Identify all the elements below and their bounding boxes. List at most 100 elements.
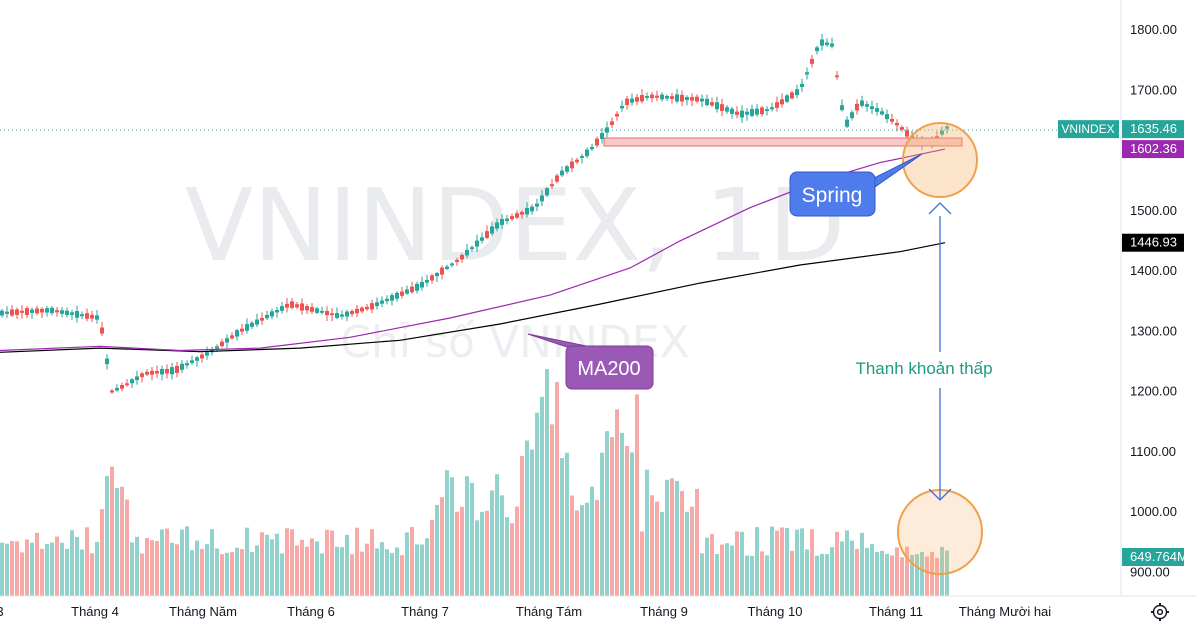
badge-value: 1602.36 xyxy=(1130,141,1177,156)
candle xyxy=(190,355,194,365)
candle xyxy=(520,210,524,219)
y-tick-label: 1800.00 xyxy=(1130,22,1177,37)
volume-bar xyxy=(75,536,79,596)
volume-bar xyxy=(390,552,394,596)
volume-bar xyxy=(715,553,719,596)
candle xyxy=(870,100,874,115)
candle xyxy=(410,281,414,294)
x-tick-label: Tháng 7 xyxy=(401,604,449,619)
candle xyxy=(695,94,699,104)
volume-bar xyxy=(160,529,164,596)
volume-bar xyxy=(625,446,629,596)
candle xyxy=(800,78,804,92)
candle xyxy=(820,33,824,51)
candle xyxy=(645,92,649,101)
volume-bar xyxy=(935,557,939,596)
candle xyxy=(860,95,864,108)
volume-bar xyxy=(50,542,54,596)
volume-bar xyxy=(430,520,434,596)
volume-bar xyxy=(905,546,909,596)
candle xyxy=(205,346,209,360)
y-tick-label: 1200.00 xyxy=(1130,384,1177,399)
candle xyxy=(760,105,764,117)
volume-bar xyxy=(560,457,564,596)
volume-bar xyxy=(155,541,159,596)
volume-bar xyxy=(675,480,679,596)
candle xyxy=(510,213,514,222)
volume-bar xyxy=(490,490,494,596)
candle xyxy=(850,110,854,121)
candle xyxy=(605,121,609,138)
candle xyxy=(655,90,659,102)
candle xyxy=(525,202,529,218)
volume-bar xyxy=(175,544,179,596)
candle xyxy=(495,218,499,232)
candle xyxy=(320,306,324,315)
candle xyxy=(565,165,569,174)
volume-bar xyxy=(810,529,814,596)
volume-bar xyxy=(335,546,339,596)
volume-bar xyxy=(330,530,334,596)
candle xyxy=(375,297,379,310)
price-badge: VNINDEX 1635.46 xyxy=(1058,120,1184,139)
volume-bar xyxy=(915,554,919,596)
candle xyxy=(670,92,674,104)
candle xyxy=(470,245,474,252)
x-tick-label: Tháng 9 xyxy=(640,604,688,619)
volume-bar xyxy=(650,495,654,596)
volume-bar xyxy=(250,551,254,596)
volume-bar xyxy=(785,527,789,596)
candle xyxy=(795,84,799,99)
volume-bar xyxy=(45,543,49,596)
candle xyxy=(70,309,74,320)
volume-bar xyxy=(790,550,794,596)
volume-bar xyxy=(370,529,374,596)
candle xyxy=(35,305,39,316)
candle xyxy=(60,306,64,318)
candle xyxy=(640,89,644,104)
candle xyxy=(195,355,199,367)
candle xyxy=(10,305,14,318)
volume-bar xyxy=(265,534,269,596)
volume-bar xyxy=(85,527,89,596)
volume-bar xyxy=(405,532,409,596)
candle xyxy=(765,106,769,116)
candle xyxy=(185,360,189,369)
candle xyxy=(310,303,314,315)
candle xyxy=(105,354,109,370)
time-axis: 3 Tháng 4 Tháng Năm Tháng 6 Tháng 7 Tháng Tám… xyxy=(0,604,1051,619)
price-badge: 1602.36 xyxy=(1122,140,1184,159)
volume-bar xyxy=(510,523,514,596)
candle xyxy=(0,308,4,318)
volume-bar xyxy=(345,534,349,596)
candle xyxy=(705,94,709,107)
candle xyxy=(120,382,124,392)
candle xyxy=(570,157,574,172)
volume-bar xyxy=(290,529,294,596)
candle xyxy=(900,125,904,132)
candle xyxy=(295,301,299,309)
candle xyxy=(945,122,949,134)
settings-gear-icon[interactable] xyxy=(1151,603,1169,621)
volume-bar xyxy=(455,511,459,596)
candle xyxy=(465,244,469,259)
volume-bar xyxy=(820,553,824,596)
candle xyxy=(505,215,509,225)
candle xyxy=(730,106,734,119)
candle xyxy=(140,371,144,383)
candle xyxy=(530,204,534,215)
candle xyxy=(855,99,859,115)
volume-bar xyxy=(835,531,839,596)
volume-bar xyxy=(555,382,559,596)
volume-bar xyxy=(660,512,664,596)
candle xyxy=(940,126,944,137)
badge-value: 1635.46 xyxy=(1130,121,1177,136)
candle xyxy=(55,307,59,317)
volume-bar xyxy=(655,501,659,596)
volume-bar xyxy=(425,538,429,596)
volume-bar xyxy=(680,491,684,596)
candle xyxy=(875,102,879,116)
y-tick-label: 1700.00 xyxy=(1130,82,1177,97)
volume-bar xyxy=(740,531,744,596)
candle xyxy=(220,338,224,348)
